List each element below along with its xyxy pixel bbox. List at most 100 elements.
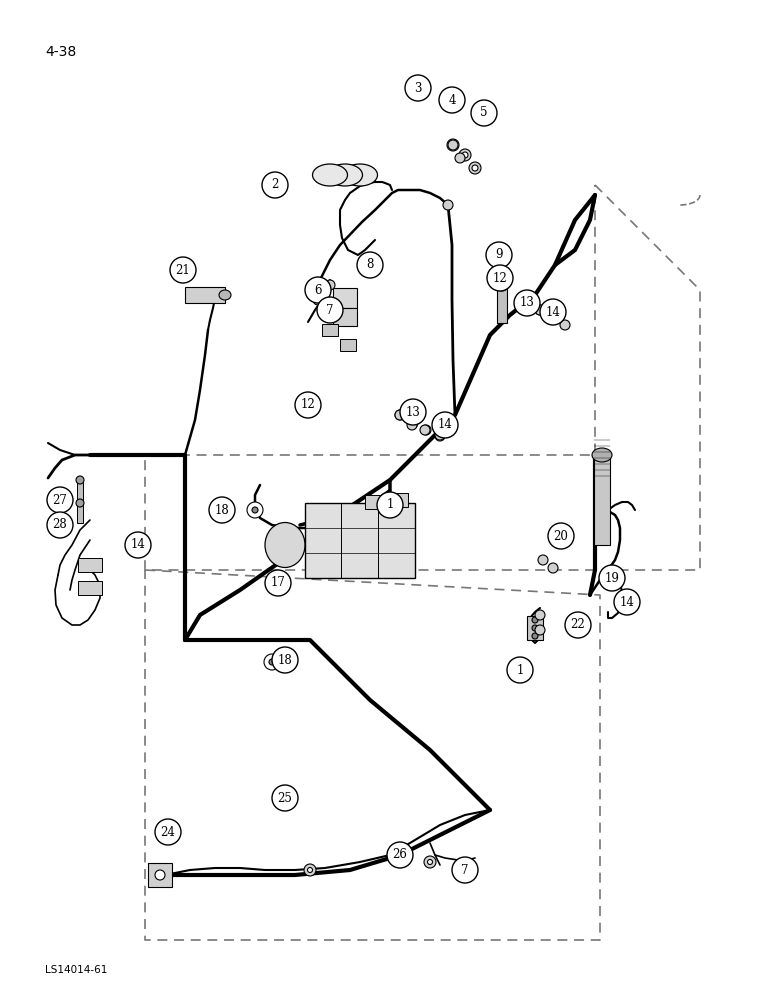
Circle shape (447, 139, 459, 151)
Circle shape (400, 399, 426, 425)
Circle shape (427, 859, 432, 864)
Text: 2: 2 (271, 178, 278, 192)
Text: 5: 5 (480, 106, 488, 119)
Circle shape (614, 589, 640, 615)
Circle shape (538, 555, 548, 565)
Text: 8: 8 (367, 258, 374, 271)
Text: 14: 14 (619, 595, 634, 608)
Text: 1: 1 (516, 664, 523, 676)
Circle shape (599, 565, 625, 591)
Bar (333, 308, 357, 326)
Bar (148, 863, 172, 887)
Text: 12: 12 (300, 398, 315, 412)
Ellipse shape (497, 283, 507, 291)
Ellipse shape (155, 870, 165, 880)
Circle shape (325, 280, 335, 290)
Circle shape (395, 410, 405, 420)
Circle shape (548, 523, 574, 549)
Text: 6: 6 (314, 284, 321, 296)
Circle shape (462, 152, 468, 158)
Circle shape (452, 857, 478, 883)
Bar (78, 581, 102, 595)
Text: 13: 13 (519, 296, 534, 310)
Bar (77, 480, 83, 500)
Circle shape (272, 785, 298, 811)
Bar (388, 493, 408, 507)
Circle shape (272, 647, 298, 673)
Circle shape (471, 100, 497, 126)
Bar (594, 455, 610, 545)
Circle shape (262, 172, 288, 198)
Circle shape (432, 412, 458, 438)
Ellipse shape (219, 290, 231, 300)
Circle shape (395, 410, 405, 420)
Circle shape (265, 570, 291, 596)
Text: 20: 20 (554, 530, 569, 542)
Circle shape (550, 305, 560, 315)
Circle shape (532, 617, 538, 623)
Circle shape (560, 320, 570, 330)
Bar (78, 558, 102, 572)
Text: 9: 9 (495, 248, 503, 261)
Text: 14: 14 (545, 306, 561, 318)
Ellipse shape (342, 164, 378, 186)
Circle shape (47, 512, 73, 538)
Circle shape (466, 862, 470, 867)
Circle shape (76, 476, 84, 484)
Bar (322, 324, 338, 336)
Text: 7: 7 (461, 863, 469, 876)
Circle shape (304, 864, 316, 876)
Circle shape (125, 532, 151, 558)
Circle shape (269, 659, 275, 665)
Circle shape (424, 856, 436, 868)
Bar (527, 616, 543, 640)
Circle shape (435, 430, 445, 440)
Text: 4-38: 4-38 (45, 45, 76, 59)
Circle shape (462, 859, 474, 871)
Circle shape (76, 499, 84, 507)
Circle shape (264, 654, 280, 670)
Text: 7: 7 (326, 304, 334, 316)
Circle shape (472, 165, 478, 171)
Text: 22: 22 (571, 618, 585, 632)
Bar (185, 287, 225, 303)
Circle shape (550, 313, 560, 323)
Circle shape (455, 153, 465, 163)
Circle shape (421, 425, 431, 435)
Circle shape (486, 242, 512, 268)
Circle shape (313, 295, 323, 305)
Circle shape (548, 563, 558, 573)
Ellipse shape (328, 164, 363, 186)
Text: 26: 26 (392, 848, 407, 861)
Text: 28: 28 (52, 518, 67, 532)
Text: 18: 18 (278, 654, 292, 666)
Circle shape (170, 257, 196, 283)
Text: 27: 27 (52, 493, 67, 506)
Circle shape (469, 162, 481, 174)
Circle shape (535, 305, 545, 315)
Circle shape (514, 290, 540, 316)
Circle shape (407, 420, 417, 430)
Circle shape (535, 305, 545, 315)
Circle shape (357, 252, 383, 278)
Bar (340, 339, 356, 351)
Circle shape (377, 492, 403, 518)
Circle shape (307, 867, 313, 872)
Circle shape (450, 142, 456, 148)
Ellipse shape (313, 164, 348, 186)
Bar (77, 503, 83, 523)
Ellipse shape (592, 448, 612, 462)
Ellipse shape (265, 522, 305, 568)
Circle shape (405, 75, 431, 101)
Circle shape (507, 657, 533, 683)
Circle shape (209, 497, 235, 523)
Text: 24: 24 (161, 826, 176, 838)
Circle shape (439, 87, 465, 113)
Circle shape (565, 612, 591, 638)
Circle shape (535, 625, 545, 635)
Circle shape (435, 431, 445, 441)
Circle shape (387, 842, 413, 868)
Circle shape (532, 625, 538, 631)
Circle shape (448, 140, 458, 150)
Circle shape (252, 507, 258, 513)
